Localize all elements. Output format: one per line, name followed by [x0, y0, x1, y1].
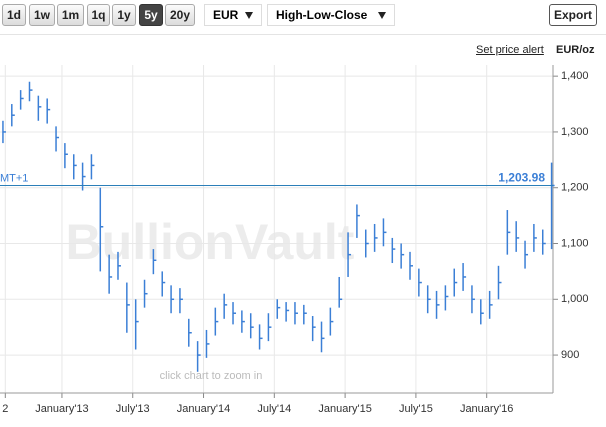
unit-label: EUR/oz	[556, 44, 595, 56]
currency-select[interactable]: EUR	[204, 4, 262, 26]
y-tick-label: 1,300	[561, 126, 589, 138]
divider	[0, 34, 606, 35]
x-tick-label: January'14	[177, 403, 230, 415]
chart-mode: High-Low-Close	[276, 8, 368, 22]
x-tick-label: July'15	[399, 403, 433, 415]
y-tick-label: 1,400	[561, 70, 589, 82]
x-tick-label: January'13	[35, 403, 88, 415]
x-tick-label: July'14	[257, 403, 291, 415]
y-tick-label: 900	[561, 349, 579, 361]
dropdown-arrow	[378, 12, 386, 19]
x-tick-label: 2	[2, 403, 8, 415]
range-button[interactable]: 5y	[139, 4, 163, 26]
watermark: BullionVault	[66, 214, 355, 270]
range-button[interactable]: 1y	[112, 4, 136, 26]
range-button[interactable]: 1q	[87, 4, 110, 26]
dropdown-arrow	[245, 12, 253, 19]
range-button[interactable]: 1d	[2, 4, 26, 26]
zoom-hint: click chart to zoom in	[160, 370, 263, 382]
x-tick-label: January'15	[318, 403, 371, 415]
y-tick-label: 1,200	[561, 182, 589, 194]
range-button[interactable]: 1w	[29, 4, 55, 26]
range-button[interactable]: 20y	[165, 4, 195, 26]
mode-select[interactable]: High-Low-Close	[267, 4, 395, 26]
range-button[interactable]: 1m	[57, 4, 84, 26]
x-tick-label: July'13	[116, 403, 150, 415]
price-alert-link[interactable]: Set price alert	[476, 44, 544, 56]
y-tick-label: 1,100	[561, 237, 589, 249]
x-tick-label: January'16	[460, 403, 513, 415]
price-label: 1,203.98	[498, 171, 545, 185]
y-tick-label: 1,000	[561, 293, 589, 305]
export-button[interactable]: Export	[549, 4, 597, 26]
timezone-label: MT+1	[0, 172, 28, 184]
currency: EUR	[213, 8, 239, 22]
